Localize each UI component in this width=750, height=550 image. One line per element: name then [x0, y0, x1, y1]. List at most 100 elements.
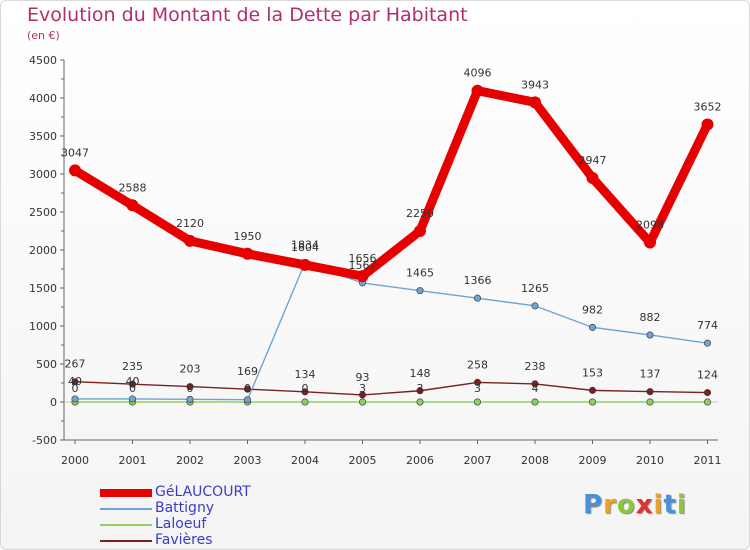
series-line-1 — [70, 86, 712, 281]
data-label: 40 — [126, 375, 140, 388]
data-label: 0 — [72, 382, 79, 395]
y-tick-label: 3500 — [29, 130, 57, 143]
chart-series — [69, 84, 714, 406]
data-point — [299, 258, 311, 271]
x-tick-label: 2008 — [521, 454, 549, 467]
data-label: 153 — [582, 366, 603, 379]
legend-swatch — [100, 489, 152, 497]
y-tick-label: 4000 — [29, 92, 57, 105]
x-tick-label: 2003 — [234, 454, 262, 467]
data-point — [358, 391, 366, 399]
data-label: 1567 — [349, 259, 377, 272]
data-label: 148 — [410, 367, 431, 380]
data-label: 0 — [302, 382, 309, 395]
y-tick-label: 0 — [50, 396, 57, 409]
logo-letter: t — [663, 490, 677, 520]
legend-swatch — [100, 524, 152, 526]
data-point — [703, 389, 711, 397]
data-point — [129, 380, 137, 388]
data-point — [531, 380, 539, 388]
logo-letter: o — [616, 490, 636, 520]
y-tick-label: 2000 — [29, 244, 57, 257]
data-label: 4096 — [464, 67, 492, 80]
legend-swatch — [100, 540, 152, 542]
x-tick-label: 2000 — [61, 454, 89, 467]
data-point — [244, 396, 252, 404]
y-tick-label: 2500 — [29, 206, 57, 219]
data-label: 169 — [237, 365, 258, 378]
data-point — [703, 339, 711, 347]
data-label: 1834 — [291, 239, 319, 252]
data-point — [301, 388, 309, 396]
data-label: 3 — [359, 382, 366, 395]
data-label: 124 — [697, 369, 718, 382]
data-label: 1366 — [464, 274, 492, 287]
data-point — [416, 387, 424, 395]
data-label: 93 — [356, 371, 370, 384]
data-label: 2098 — [636, 219, 664, 232]
data-label: 3047 — [61, 146, 89, 159]
data-label: 0 — [129, 382, 136, 395]
data-label: 203 — [180, 363, 201, 376]
x-tick-label: 2010 — [636, 454, 664, 467]
data-point — [129, 395, 137, 403]
data-label: 238 — [525, 360, 546, 373]
logo-letter: i — [676, 490, 687, 520]
y-tick-label: 1500 — [29, 282, 57, 295]
x-tick-label: 2011 — [694, 454, 722, 467]
data-point — [586, 172, 599, 185]
x-tick-label: 2007 — [464, 454, 492, 467]
data-point — [473, 398, 481, 406]
data-label: 2120 — [176, 217, 204, 230]
legend-label: Battigny — [155, 500, 215, 516]
data-label: 134 — [295, 368, 316, 381]
data-point — [186, 395, 194, 403]
data-point — [646, 398, 654, 406]
data-point — [531, 302, 539, 310]
legend-swatch — [100, 508, 152, 510]
data-label: 1465 — [406, 267, 434, 280]
data-label: 882 — [640, 311, 661, 324]
logo-letter: x — [635, 490, 654, 520]
data-point — [416, 398, 424, 406]
y-tick-label: -500 — [32, 434, 57, 447]
data-point — [186, 383, 194, 391]
data-label: 0 — [187, 382, 194, 395]
data-point — [358, 398, 366, 406]
logo-letter: r — [603, 490, 617, 520]
data-point — [529, 96, 541, 109]
data-label: 235 — [122, 360, 143, 373]
x-tick-label: 2004 — [291, 454, 319, 467]
data-point — [588, 386, 596, 394]
x-tick-label: 2009 — [579, 454, 607, 467]
data-label: 3943 — [521, 78, 549, 91]
data-label: 774 — [697, 319, 718, 332]
data-point — [588, 398, 596, 406]
data-label: 1656 — [349, 252, 377, 265]
series-line-2 — [74, 261, 709, 401]
data-label: 267 — [65, 358, 86, 371]
data-point — [71, 395, 79, 403]
y-tick-label: 4500 — [29, 54, 57, 67]
data-point — [531, 398, 539, 406]
data-point — [701, 118, 714, 131]
proxiti-logo: Proxiti — [583, 490, 687, 520]
series-line-4 — [74, 381, 709, 396]
data-point — [126, 199, 139, 212]
data-label: 0 — [244, 382, 251, 395]
legend-label: Laloeuf — [155, 516, 207, 532]
data-label: 3 — [474, 382, 481, 395]
data-label: 982 — [582, 303, 603, 316]
logo-letter: i — [653, 490, 664, 520]
data-label: 40 — [68, 375, 82, 388]
data-point — [703, 398, 711, 406]
y-tick-label: 500 — [36, 358, 57, 371]
data-point — [471, 84, 484, 97]
data-label: 1804 — [291, 241, 319, 254]
data-point — [646, 388, 654, 396]
x-tick-label: 2006 — [406, 454, 434, 467]
data-point — [416, 287, 424, 295]
data-label: 2947 — [579, 154, 607, 167]
